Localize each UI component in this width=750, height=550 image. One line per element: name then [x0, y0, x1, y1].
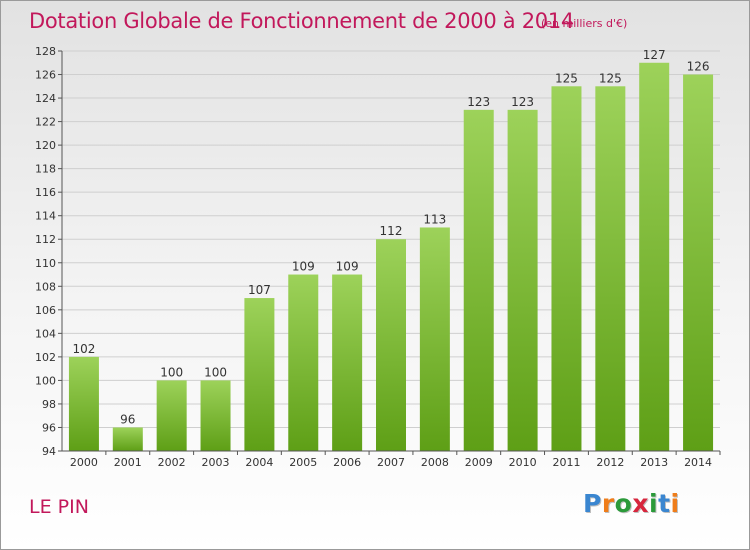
- y-tick-label: 104: [35, 327, 56, 340]
- x-tick-label: 2014: [684, 456, 712, 469]
- y-tick-label: 122: [35, 116, 56, 129]
- x-tick-label: 2007: [377, 456, 405, 469]
- bar: [156, 380, 187, 451]
- x-tick-label: 2009: [465, 456, 493, 469]
- y-tick-label: 116: [35, 186, 56, 199]
- bar: [112, 427, 143, 451]
- data-label: 125: [599, 71, 622, 85]
- bar: [200, 380, 231, 451]
- data-label: 126: [687, 60, 710, 74]
- x-tick-label: 2012: [596, 456, 624, 469]
- x-tick-label: 2013: [640, 456, 668, 469]
- data-label: 125: [555, 71, 578, 85]
- y-tick-label: 96: [42, 421, 56, 434]
- labels: 94 96 98 100 102 104 106 108 110 112 114 116 118 120 1…: [35, 45, 712, 469]
- data-label: 96: [120, 412, 135, 426]
- bar: [595, 86, 626, 451]
- x-tick-label: 2005: [289, 456, 317, 469]
- bar: [332, 274, 363, 451]
- y-tick-label: 128: [35, 45, 56, 58]
- data-label: 109: [292, 260, 315, 274]
- data-label: 127: [643, 48, 666, 62]
- data-label: 112: [380, 224, 403, 238]
- bar: [639, 62, 670, 451]
- x-tick-label: 2011: [552, 456, 580, 469]
- x-tick-label: 2010: [509, 456, 537, 469]
- y-tick-label: 106: [35, 304, 56, 317]
- y-tick-label: 102: [35, 351, 56, 364]
- x-tick-label: 2001: [114, 456, 142, 469]
- data-label: 123: [467, 95, 490, 109]
- y-tick-label: 100: [35, 374, 56, 387]
- x-tick-label: 2006: [333, 456, 361, 469]
- data-label: 107: [248, 283, 271, 297]
- logo-letter: o: [614, 489, 633, 518]
- data-label: 109: [336, 260, 359, 274]
- y-tick-label: 118: [35, 163, 56, 176]
- x-tick-label: 2008: [421, 456, 449, 469]
- bar: [288, 274, 319, 451]
- y-tick-label: 112: [35, 233, 56, 246]
- x-tick-label: 2002: [158, 456, 186, 469]
- bar: [376, 239, 406, 451]
- y-tick-label: 114: [35, 210, 56, 223]
- bar: [419, 227, 450, 451]
- y-tick-label: 110: [35, 257, 56, 270]
- data-label: 100: [204, 365, 227, 379]
- x-tick-label: 2000: [70, 456, 98, 469]
- logo-letter: P: [583, 489, 602, 518]
- y-tick-label: 120: [35, 139, 56, 152]
- bar: [551, 86, 582, 451]
- bar: [463, 109, 494, 451]
- y-tick-label: 94: [42, 445, 56, 458]
- bar: [507, 109, 538, 451]
- bar: [683, 74, 714, 451]
- data-label: 102: [72, 342, 95, 356]
- bar: [68, 356, 99, 451]
- x-tick-label: 2003: [202, 456, 230, 469]
- y-tick-label: 126: [35, 69, 56, 82]
- data-label: 113: [423, 212, 446, 226]
- chart-title: Dotation Globale de Fonctionnement de 20…: [29, 9, 574, 33]
- logo-letter: x: [632, 489, 649, 518]
- y-tick-label: 124: [35, 92, 56, 105]
- bars: [68, 62, 714, 451]
- axes: [58, 50, 721, 455]
- commune-name: LE PIN: [29, 496, 89, 518]
- logo-letter: r: [601, 489, 615, 518]
- data-label: 123: [511, 95, 534, 109]
- bar: [244, 298, 275, 451]
- logo-letter: t: [658, 489, 671, 518]
- logo-letter: i: [670, 489, 680, 518]
- logo-letter: i: [649, 489, 659, 518]
- y-tick-label: 108: [35, 280, 56, 293]
- data-label: 100: [160, 365, 183, 379]
- y-tick-label: 98: [42, 398, 56, 411]
- chart-subtitle: (en milliers d'€): [541, 17, 628, 30]
- proxiti-logo: Proxiti: [583, 489, 680, 518]
- x-tick-label: 2004: [245, 456, 273, 469]
